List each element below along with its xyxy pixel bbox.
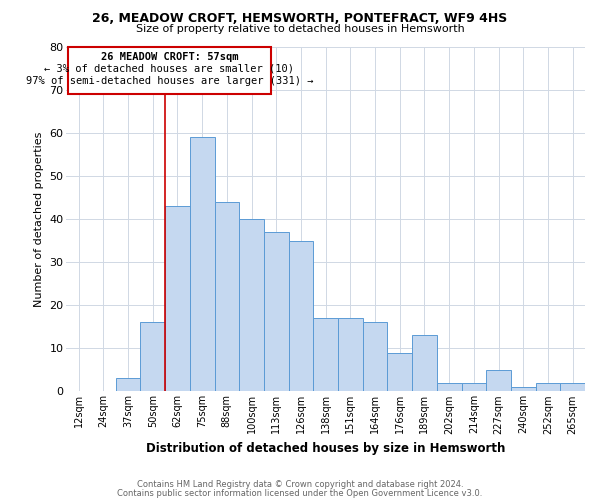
- Y-axis label: Number of detached properties: Number of detached properties: [34, 132, 44, 306]
- Text: 97% of semi-detached houses are larger (331) →: 97% of semi-detached houses are larger (…: [26, 76, 313, 86]
- Bar: [264, 232, 289, 392]
- Bar: [239, 219, 264, 392]
- Bar: [363, 322, 388, 392]
- Bar: [165, 206, 190, 392]
- Bar: [289, 240, 313, 392]
- Bar: [486, 370, 511, 392]
- Bar: [461, 383, 486, 392]
- Bar: [437, 383, 461, 392]
- Bar: [511, 387, 536, 392]
- Bar: [388, 352, 412, 392]
- Bar: [560, 383, 585, 392]
- Text: Contains public sector information licensed under the Open Government Licence v3: Contains public sector information licen…: [118, 489, 482, 498]
- Bar: [215, 202, 239, 392]
- Bar: [140, 322, 165, 392]
- Bar: [536, 383, 560, 392]
- Text: 26, MEADOW CROFT, HEMSWORTH, PONTEFRACT, WF9 4HS: 26, MEADOW CROFT, HEMSWORTH, PONTEFRACT,…: [92, 12, 508, 26]
- Text: 26 MEADOW CROFT: 57sqm: 26 MEADOW CROFT: 57sqm: [101, 52, 238, 62]
- Bar: [313, 318, 338, 392]
- Bar: [116, 378, 140, 392]
- X-axis label: Distribution of detached houses by size in Hemsworth: Distribution of detached houses by size …: [146, 442, 505, 455]
- FancyBboxPatch shape: [68, 46, 271, 94]
- Bar: [190, 137, 215, 392]
- Bar: [412, 336, 437, 392]
- Bar: [338, 318, 363, 392]
- Text: Size of property relative to detached houses in Hemsworth: Size of property relative to detached ho…: [136, 24, 464, 34]
- Text: ← 3% of detached houses are smaller (10): ← 3% of detached houses are smaller (10): [44, 64, 295, 74]
- Text: Contains HM Land Registry data © Crown copyright and database right 2024.: Contains HM Land Registry data © Crown c…: [137, 480, 463, 489]
